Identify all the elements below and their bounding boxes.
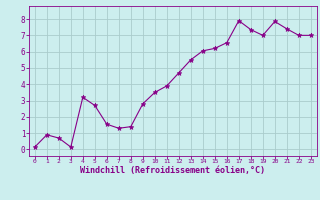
X-axis label: Windchill (Refroidissement éolien,°C): Windchill (Refroidissement éolien,°C) bbox=[80, 166, 265, 175]
